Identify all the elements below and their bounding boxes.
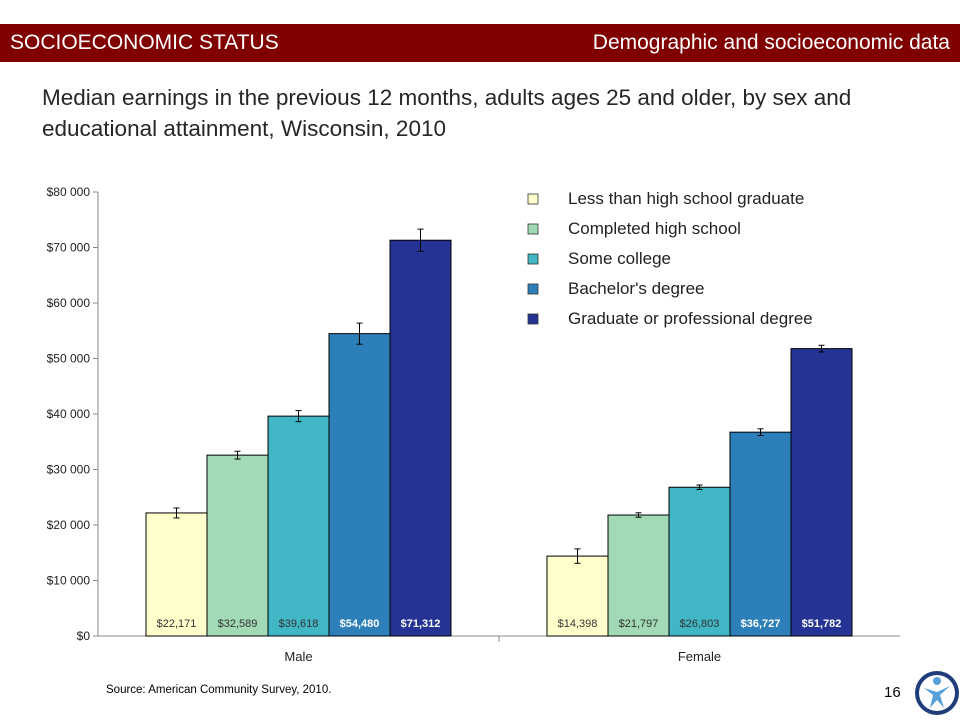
data-label: $71,312 [401, 618, 441, 630]
data-label: $26,803 [680, 618, 720, 630]
legend-swatch [527, 193, 539, 205]
page-number: 16 [884, 684, 901, 701]
data-label: $36,727 [741, 618, 781, 630]
legend-swatch [527, 283, 539, 295]
bar [389, 239, 452, 637]
data-label: $21,797 [619, 618, 659, 630]
bar [729, 431, 792, 637]
y-tick-label: $70 000 [47, 241, 91, 255]
bar-chart: $0 $10 000 $20 000 $30 000 $40 000 $50 000 $60… [47, 185, 900, 664]
data-label: $14,398 [558, 618, 598, 630]
data-label: $22,171 [157, 618, 197, 630]
bar [790, 348, 853, 637]
legend-label: Graduate or professional degree [568, 309, 813, 328]
legend-swatch [527, 223, 539, 235]
y-tick-label: $40 000 [47, 407, 91, 421]
data-label: $32,589 [218, 618, 258, 630]
legend-label: Completed high school [568, 219, 741, 238]
source-note: Source: American Community Survey, 2010. [106, 684, 332, 696]
y-tick-label: $60 000 [47, 296, 91, 310]
health-figure-logo-icon [915, 671, 959, 715]
legend-swatch [527, 253, 539, 265]
data-label: $51,782 [802, 618, 842, 630]
bar [328, 333, 391, 637]
legend-label: Some college [568, 249, 671, 268]
chart-title: Median earnings in the previous 12 month… [42, 85, 852, 141]
header-bar: SOCIOECONOMIC STATUS Demographic and soc… [0, 24, 960, 62]
data-label: $54,480 [340, 618, 380, 630]
y-tick-label: $50 000 [47, 352, 91, 366]
bar [607, 514, 670, 637]
bar [267, 415, 330, 637]
bar [668, 486, 731, 637]
x-tick-label: Female [678, 649, 721, 664]
bar [206, 454, 269, 637]
y-tick-label: $80 000 [47, 185, 91, 199]
y-tick-label: $0 [77, 629, 91, 643]
legend-swatch [527, 313, 539, 325]
topic-label: Demographic and socioeconomic data [592, 31, 950, 54]
legend-label: Less than high school graduate [568, 189, 804, 208]
legend-label: Bachelor's degree [568, 279, 705, 298]
y-tick-label: $10 000 [47, 574, 91, 588]
bar [145, 512, 208, 637]
section-label: SOCIOECONOMIC STATUS [10, 31, 279, 54]
x-tick-label: Male [284, 649, 312, 664]
y-tick-label: $20 000 [47, 518, 91, 532]
y-tick-label: $30 000 [47, 463, 91, 477]
data-label: $39,618 [279, 618, 319, 630]
